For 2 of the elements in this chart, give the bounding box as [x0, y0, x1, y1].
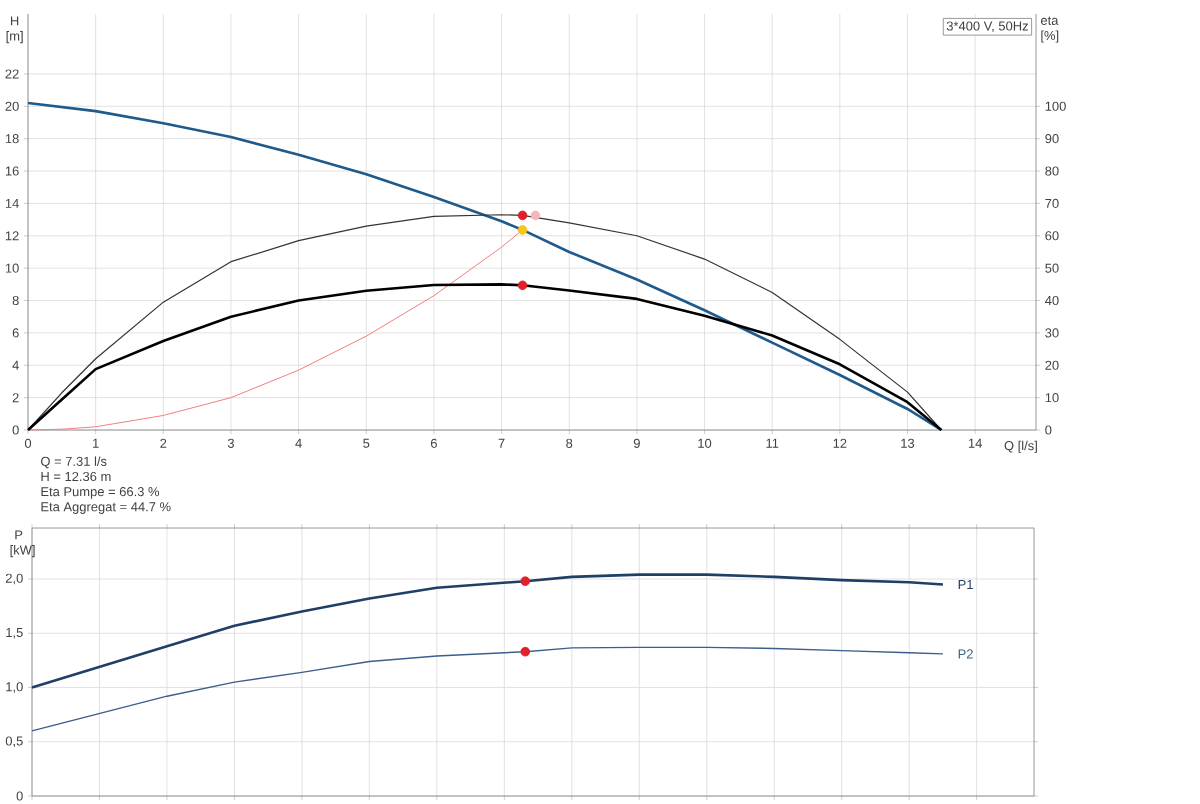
line-series: [26, 283, 943, 432]
line-series: [26, 101, 943, 432]
